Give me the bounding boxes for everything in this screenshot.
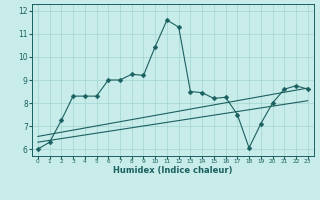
X-axis label: Humidex (Indice chaleur): Humidex (Indice chaleur)	[113, 166, 233, 175]
